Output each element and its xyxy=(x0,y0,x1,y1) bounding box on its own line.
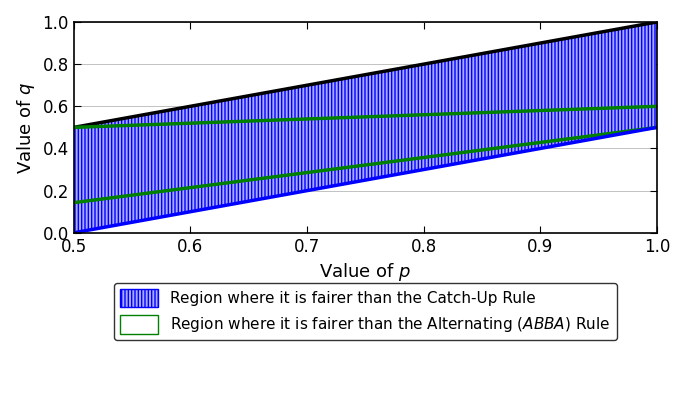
Legend: Region where it is fairer than the Catch-Up Rule, Region where it is fairer than: Region where it is fairer than the Catch… xyxy=(114,283,616,340)
Y-axis label: Value of $q$: Value of $q$ xyxy=(15,81,37,173)
X-axis label: Value of $p$: Value of $p$ xyxy=(319,261,412,283)
